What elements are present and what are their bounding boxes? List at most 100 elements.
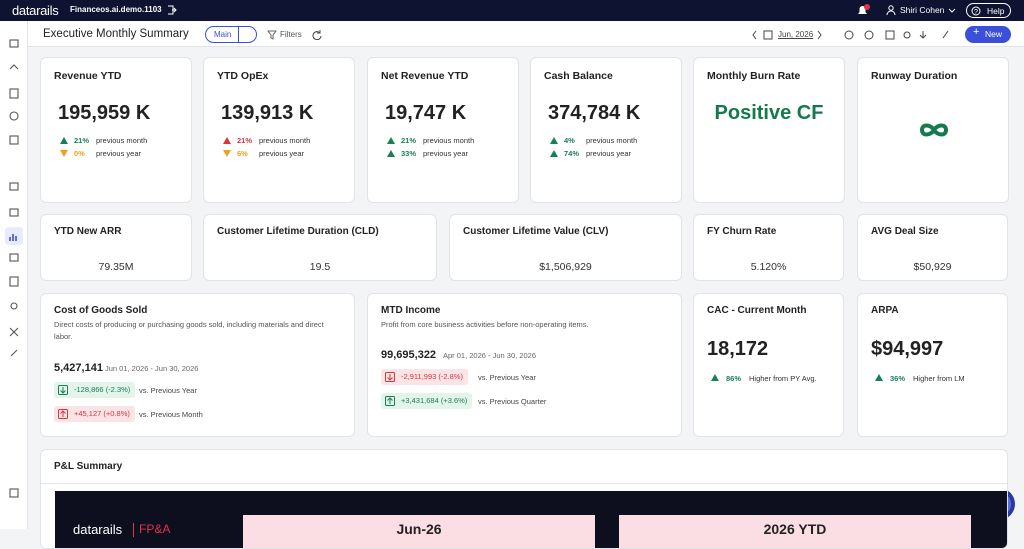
logout-icon[interactable] bbox=[167, 5, 177, 15]
change-label: previous year bbox=[423, 149, 469, 158]
dashboard-title[interactable]: Executive Monthly Summary bbox=[43, 28, 189, 40]
comparison-label: vs. Previous Month bbox=[139, 410, 203, 419]
change-label: previous month bbox=[96, 136, 148, 145]
help-label[interactable]: Help bbox=[987, 6, 1005, 16]
pl-summary-card[interactable]: P&L Summary datarails FP&A Jun-26 2026 YTD bbox=[40, 449, 1008, 549]
trend-arrow bbox=[550, 150, 558, 157]
metric-value: 79.35M bbox=[98, 261, 134, 273]
detail-value: 5,427,141 bbox=[54, 362, 103, 374]
card-title: YTD New ARR bbox=[54, 226, 122, 237]
change-pct: 86% bbox=[726, 374, 742, 383]
card-title: Monthly Burn Rate bbox=[707, 70, 801, 82]
card-title: CAC - Current Month bbox=[707, 305, 807, 316]
card-title: Cost of Goods Sold bbox=[54, 305, 148, 316]
change-label: previous year bbox=[96, 149, 142, 158]
kpi-card[interactable]: Net Revenue YTD 19,747 K 21% previous month… bbox=[367, 57, 519, 203]
change-pct: 0% bbox=[74, 149, 85, 158]
kpi-card[interactable]: Runway Duration bbox=[857, 57, 1009, 203]
metric-value: $50,929 bbox=[913, 261, 952, 273]
pl-banner: datarails FP&A Jun-26 2026 YTD bbox=[55, 491, 1007, 548]
comparison-arrow bbox=[385, 372, 395, 382]
change-label: previous month bbox=[259, 136, 311, 145]
new-label[interactable]: New bbox=[985, 29, 1003, 39]
detail-card[interactable]: MTD Income Profit from core business acti… bbox=[367, 293, 682, 437]
change-pct: 36% bbox=[890, 374, 906, 383]
banner-separator bbox=[133, 523, 134, 537]
detail-card[interactable]: Cost of Goods Sold Direct costs of produc… bbox=[40, 293, 355, 437]
user-icon[interactable] bbox=[886, 5, 896, 15]
kpi-value: 195,959 K bbox=[58, 102, 151, 124]
trend-arrow bbox=[223, 137, 231, 144]
card-title: AVG Deal Size bbox=[871, 226, 939, 237]
change-pct: 4% bbox=[564, 136, 575, 145]
kpi-value: 19,747 K bbox=[385, 102, 467, 124]
card-title: Cash Balance bbox=[544, 70, 613, 82]
metric-card[interactable]: YTD New ARR 79.35M bbox=[40, 214, 192, 281]
card-title: Runway Duration bbox=[871, 70, 958, 82]
trend-arrow bbox=[875, 374, 883, 381]
trend-arrow bbox=[711, 374, 719, 381]
user-menu-chevron[interactable] bbox=[948, 8, 956, 14]
card-title: ARPA bbox=[871, 305, 899, 316]
trend-arrow bbox=[387, 150, 395, 157]
comparison-label: vs. Previous Quarter bbox=[478, 397, 547, 406]
comparison-arrow bbox=[58, 385, 68, 395]
trend-arrow bbox=[223, 150, 231, 157]
metric-card[interactable]: AVG Deal Size $50,929 bbox=[857, 214, 1008, 281]
comparison-label: vs. Previous Year bbox=[478, 373, 536, 382]
metric-card[interactable]: Customer Lifetime Duration (CLD) 19.5 bbox=[203, 214, 437, 281]
change-label: previous month bbox=[586, 136, 638, 145]
card-description: Profit from core business activities bef… bbox=[381, 320, 589, 329]
change-label: previous year bbox=[259, 149, 305, 158]
metric-card[interactable]: FY Churn Rate 5.120% bbox=[693, 214, 844, 281]
column-header: 2026 YTD bbox=[619, 515, 971, 548]
metric-value: $1,506,929 bbox=[539, 261, 592, 273]
help-button[interactable]: Help bbox=[966, 3, 1011, 18]
banner-logo: datarails bbox=[73, 522, 123, 537]
kpi-card[interactable]: Monthly Burn Rate Positive CF bbox=[693, 57, 845, 203]
filters-button[interactable]: Filters bbox=[280, 30, 302, 39]
card-title: Revenue YTD bbox=[54, 70, 122, 82]
kpi-card[interactable]: Cash Balance 374,784 K 4% previous month 74%… bbox=[530, 57, 682, 203]
view-selector[interactable]: Main bbox=[205, 26, 257, 43]
metric-card[interactable]: Customer Lifetime Value (CLV) $1,506,929 bbox=[449, 214, 682, 281]
date-nav-icons[interactable] bbox=[752, 30, 822, 40]
comparison-badge: +45,127 (+0.8%) bbox=[54, 406, 135, 422]
change-label: Higher from LM bbox=[913, 374, 965, 383]
infinity-icon bbox=[919, 123, 949, 137]
change-label: previous month bbox=[423, 136, 475, 145]
trend-arrow bbox=[550, 137, 558, 144]
comparison-value: -128,866 (-2.3%) bbox=[74, 385, 131, 394]
metric-value: 5.120% bbox=[750, 261, 787, 273]
card-title: FY Churn Rate bbox=[707, 226, 777, 237]
tenant[interactable]: Financeos.ai.demo.1103 bbox=[70, 5, 162, 14]
change-pct: 6% bbox=[237, 149, 248, 158]
card-description: Direct costs of producing or purchasing … bbox=[54, 320, 324, 341]
date-selector[interactable]: Jun, 2026 bbox=[778, 30, 814, 39]
detail-card[interactable]: ARPA $94,997 36% Higher from LM bbox=[857, 293, 1008, 437]
column-header: Jun-26 bbox=[243, 515, 595, 548]
view-label[interactable]: Main bbox=[214, 30, 232, 39]
notifications-icon[interactable] bbox=[856, 4, 870, 17]
filter-icon[interactable] bbox=[267, 30, 277, 40]
toolbar-actions[interactable] bbox=[843, 29, 951, 41]
card-title: Net Revenue YTD bbox=[381, 70, 469, 82]
top-bar: datarails Financeos.ai.demo.1103 Shiri C… bbox=[0, 0, 1024, 21]
kpi-card[interactable]: YTD OpEx 139,913 K 21% previous month 6% prev… bbox=[203, 57, 355, 203]
trend-arrow bbox=[60, 137, 68, 144]
change-pct: 74% bbox=[564, 149, 580, 158]
change-pct: 33% bbox=[401, 149, 417, 158]
refresh-icon[interactable] bbox=[312, 30, 322, 40]
detail-card[interactable]: CAC - Current Month 18,172 86% Higher from … bbox=[693, 293, 844, 437]
new-button[interactable]: New bbox=[965, 26, 1011, 43]
kpi-card[interactable]: Revenue YTD 195,959 K 21% previous month 0% p… bbox=[40, 57, 192, 203]
logo[interactable]: datarails bbox=[12, 3, 59, 18]
comparison-value: -2,911,993 (-2.8%) bbox=[401, 372, 463, 381]
comparison-badge: -128,866 (-2.3%) bbox=[54, 382, 136, 398]
sidebar-icons[interactable] bbox=[0, 21, 28, 529]
card-title: Customer Lifetime Duration (CLD) bbox=[217, 226, 379, 237]
kpi-value: Positive CF bbox=[714, 102, 824, 124]
change-pct: 21% bbox=[237, 136, 253, 145]
help-icon: ? bbox=[971, 6, 981, 16]
user-name[interactable]: Shiri Cohen bbox=[900, 5, 945, 15]
